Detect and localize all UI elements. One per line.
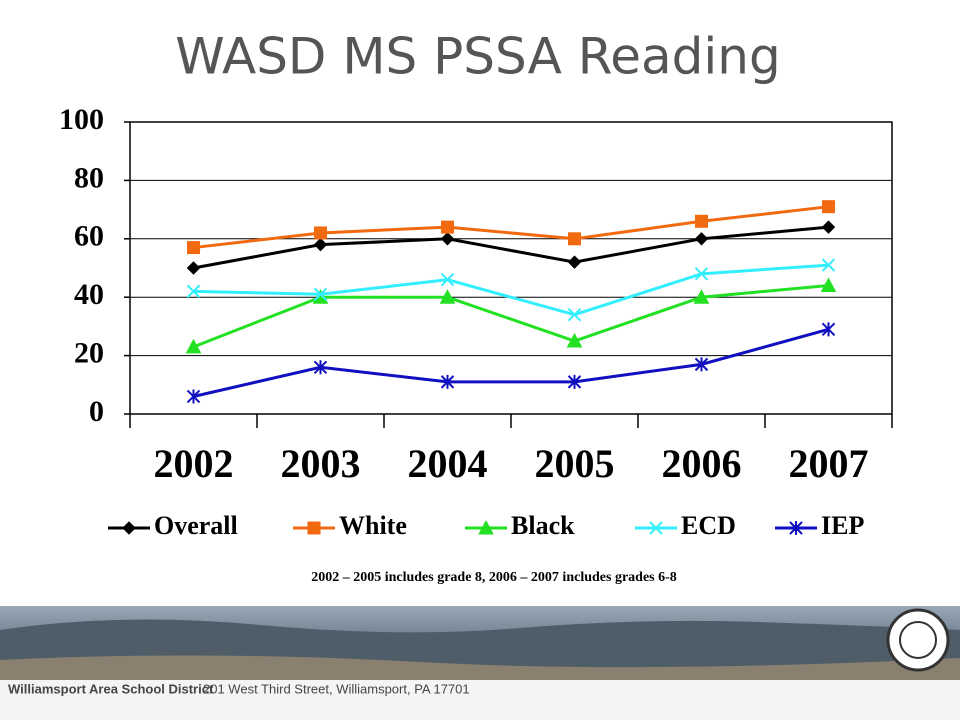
marker [441, 220, 454, 234]
legend-label: White [339, 511, 407, 540]
marker [187, 241, 200, 255]
series-line [193, 225, 829, 270]
marker [478, 519, 494, 535]
legend-label: Black [511, 511, 575, 540]
marker [186, 389, 201, 404]
footer-address: 201 West Third Street, Williamsport, PA … [203, 681, 470, 696]
y-tick-label: 0 [89, 395, 104, 428]
marker [695, 214, 708, 228]
footer-bar [0, 680, 960, 720]
slide-title: WASD MS PSSA Reading [175, 28, 780, 86]
legend-item: Black [465, 511, 575, 540]
y-tick-label: 60 [74, 220, 104, 253]
marker [567, 308, 582, 322]
series-line [193, 205, 829, 250]
marker [694, 267, 709, 281]
marker [821, 220, 836, 234]
marker [307, 521, 321, 535]
marker [313, 360, 328, 375]
marker [694, 357, 709, 372]
legend-label: Overall [154, 511, 238, 540]
y-tick-label: 40 [74, 278, 104, 311]
legend-item: IEP [775, 511, 864, 540]
marker [440, 374, 455, 389]
x-tick-label: 2007 [789, 441, 869, 486]
marker [567, 374, 582, 389]
footer-name: Williamsport Area School District [8, 681, 214, 696]
x-tick-label: 2004 [408, 441, 488, 486]
marker [440, 232, 455, 246]
x-tick-label: 2006 [662, 441, 742, 486]
photo-banner [0, 606, 960, 680]
legend-item: ECD [635, 511, 736, 540]
y-tick-label: 20 [74, 336, 104, 369]
x-tick-label: 2005 [535, 441, 615, 486]
marker [694, 232, 709, 246]
marker [313, 237, 328, 252]
marker [186, 284, 201, 299]
marker [566, 332, 583, 348]
marker [649, 521, 663, 535]
marker [568, 232, 581, 246]
marker [820, 277, 837, 293]
legend-item: Overall [108, 511, 238, 540]
legend-item: White [293, 511, 407, 540]
y-tick-label: 100 [59, 103, 104, 136]
marker [440, 272, 455, 287]
x-tick-label: 2003 [281, 441, 361, 486]
note: 2002 – 2005 includes grade 8, 2006 – 200… [311, 570, 677, 585]
marker [185, 338, 202, 354]
marker [567, 255, 582, 269]
legend-label: ECD [681, 511, 736, 540]
marker [789, 521, 803, 535]
marker [122, 521, 136, 535]
marker [313, 287, 328, 301]
marker [693, 289, 710, 304]
marker [821, 258, 836, 272]
legend-label: IEP [821, 511, 864, 540]
marker [186, 261, 201, 275]
y-tick-label: 80 [74, 161, 104, 194]
series-line [193, 263, 829, 317]
marker [439, 289, 456, 304]
marker [821, 322, 836, 337]
series-line [192, 284, 829, 349]
marker [314, 226, 327, 240]
series-line [193, 327, 829, 398]
marker [822, 200, 835, 214]
x-tick-label: 2002 [154, 441, 234, 486]
